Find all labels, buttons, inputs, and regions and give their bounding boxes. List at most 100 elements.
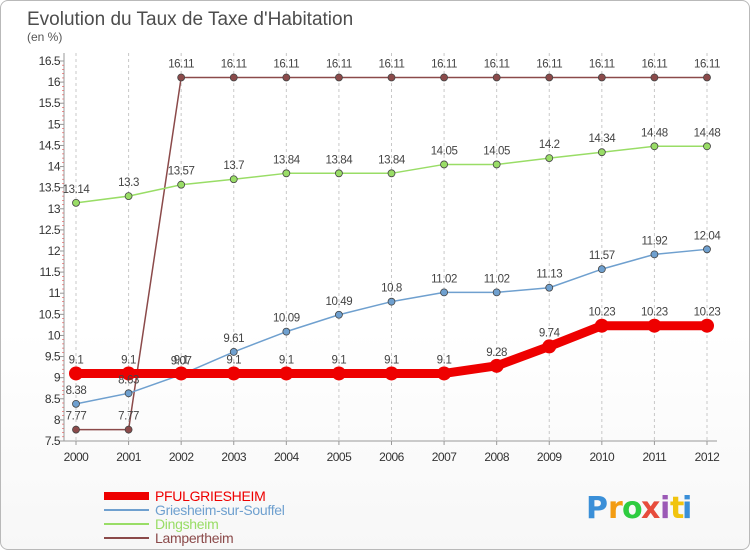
data-point [174, 366, 189, 381]
data-point [492, 160, 501, 169]
legend-label: Dingsheim [155, 516, 218, 532]
x-tick-label: 2011 [643, 450, 668, 464]
chart-subtitle: (en %) [27, 30, 62, 44]
y-tick-label: 8 [54, 413, 61, 427]
data-label: 9.1 [279, 354, 294, 366]
x-tick-label: 2000 [64, 450, 90, 464]
data-label: 8.38 [66, 385, 87, 397]
data-label: 16.11 [431, 58, 457, 70]
data-point [542, 339, 557, 354]
y-tick-label: 16 [48, 75, 61, 89]
data-point [335, 310, 343, 319]
data-point [384, 366, 399, 381]
data-label: 16.11 [589, 58, 615, 70]
data-label: 16.11 [326, 58, 352, 70]
data-label: 16.11 [641, 58, 667, 70]
data-point [594, 318, 609, 333]
data-label: 16.11 [694, 58, 720, 70]
data-label: 9.28 [486, 347, 507, 359]
y-tick-label: 14 [48, 160, 61, 174]
y-tick-label: 13.5 [39, 181, 61, 195]
data-label: 11.02 [431, 273, 457, 285]
data-point [597, 265, 606, 274]
data-label: 13.84 [326, 154, 354, 166]
data-label: 16.11 [379, 58, 405, 70]
data-label: 10.23 [588, 307, 615, 319]
data-point [650, 250, 659, 259]
data-point [647, 318, 662, 333]
data-point [282, 169, 291, 178]
legend-label: PFULGRIESHEIM [155, 488, 265, 504]
data-label: 13.14 [63, 184, 91, 196]
data-point [121, 366, 136, 381]
data-label: 9.1 [226, 354, 241, 366]
data-point [282, 327, 291, 336]
x-tick-label: 2002 [169, 450, 195, 464]
data-label: 9.07 [171, 356, 192, 368]
data-point [226, 366, 241, 381]
data-label: 10.09 [273, 313, 300, 325]
logo-letter: i [660, 491, 670, 526]
data-point [279, 366, 294, 381]
y-tick-label: 15.5 [39, 96, 61, 110]
logo-letter: r [608, 491, 623, 526]
x-tick-label: 2008 [484, 450, 510, 464]
y-tick-label: 9 [54, 371, 61, 385]
data-label: 16.11 [273, 58, 299, 70]
data-label: 12.04 [694, 230, 722, 242]
x-tick-label: 2001 [116, 450, 142, 464]
data-label: 9.1 [384, 354, 399, 366]
data-point [229, 175, 238, 184]
data-label: 10.8 [381, 283, 402, 295]
data-point [440, 160, 448, 169]
data-label: 9.61 [223, 333, 244, 345]
data-point [229, 73, 238, 82]
data-point [282, 73, 291, 82]
data-label: 16.11 [484, 58, 510, 70]
data-label: 14.48 [694, 127, 721, 139]
data-point [703, 245, 711, 254]
y-tick-label: 13 [48, 202, 61, 216]
data-point [703, 142, 711, 151]
data-label: 13.84 [378, 154, 406, 166]
data-label: 10.23 [641, 307, 668, 319]
grid [75, 53, 708, 441]
data-point [69, 366, 83, 381]
y-tick-label: 9.5 [45, 350, 61, 364]
x-tick-label: 2010 [589, 450, 615, 464]
y-tick-label: 12 [48, 244, 61, 258]
data-label: 8.63 [118, 374, 139, 386]
data-point [489, 358, 504, 373]
data-point [335, 73, 343, 82]
data-point [331, 366, 346, 381]
data-point [703, 73, 711, 82]
data-point [545, 154, 554, 163]
logo-letter: x [641, 491, 660, 526]
data-label: 16.11 [221, 58, 247, 70]
data-label: 14.48 [641, 127, 668, 139]
y-tick-label: 10 [48, 328, 61, 342]
data-label: 14.05 [431, 145, 458, 157]
x-tick-label: 2006 [379, 450, 405, 464]
data-label: 10.49 [326, 296, 353, 308]
data-point [437, 366, 452, 381]
legend: PFULGRIESHEIMGriesheim-sur-SouffelDingsh… [104, 488, 285, 546]
data-label: 7.77 [66, 411, 87, 423]
data-label: 9.1 [174, 354, 189, 366]
data-point [387, 169, 396, 178]
y-tick-label: 16.5 [39, 54, 61, 68]
data-point [177, 180, 186, 189]
data-label: 13.7 [223, 160, 244, 172]
data-point [72, 198, 80, 207]
data-point [124, 192, 133, 201]
x-tick-label: 2003 [221, 450, 247, 464]
data-point [650, 73, 659, 82]
legend-label: Griesheim-sur-Souffel [155, 502, 285, 518]
data-point [597, 73, 606, 82]
data-label: 9.1 [121, 354, 136, 366]
x-tick-label: 2009 [537, 450, 563, 464]
data-point [229, 348, 238, 356]
axes: 7.5 8 8.5 9 9.5 10 10.5 11 11.5 12 12.5 13 13.5 14 14.… [39, 53, 721, 464]
